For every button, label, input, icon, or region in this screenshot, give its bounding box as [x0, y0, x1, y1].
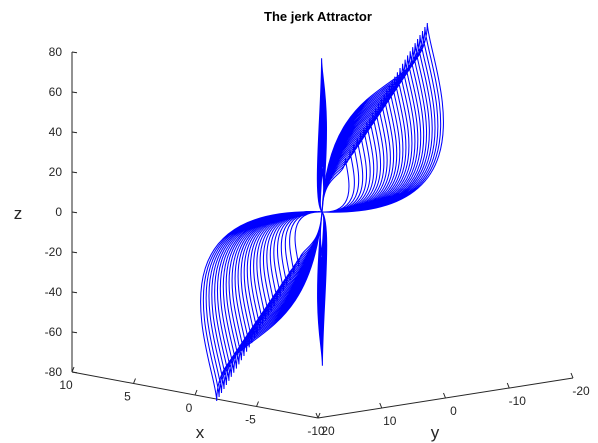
x-tick-mark: [317, 412, 321, 419]
z-ticks: 80 60 40 20 0 -20 -40 -60 -80: [45, 45, 78, 379]
attractor-lobe-lower-right: [317, 211, 328, 366]
y-tick-mark: [506, 382, 510, 389]
chart-title: The jerk Attractor: [264, 9, 372, 24]
z-tick-mark: [71, 371, 78, 374]
z-tick-label: 40: [49, 125, 63, 139]
z-tick-label: 80: [49, 45, 63, 59]
y-tick-label: 10: [383, 414, 397, 428]
z-tick-mark: [71, 131, 78, 134]
x-tick-label: 0: [186, 401, 193, 415]
attractor-lobe-upper-left: [316, 58, 327, 213]
z-tick-mark: [71, 211, 78, 214]
z-tick-label: 0: [55, 205, 62, 219]
z-tick-mark: [71, 331, 78, 334]
z-tick-label: -20: [45, 245, 63, 259]
x-tick-label: 10: [59, 378, 73, 392]
z-tick-mark: [71, 251, 78, 254]
x-tick-label: 5: [124, 390, 131, 404]
attractor-plot: [200, 22, 444, 402]
z-tick-mark: [71, 51, 78, 54]
x-ticks: 10 5 0 -5 -10: [59, 366, 325, 438]
attractor-lobe-lower-left: [200, 211, 323, 402]
x-tick-mark: [256, 401, 259, 407]
y-tick-mark: [443, 392, 446, 399]
x-tick-label: -10: [307, 424, 325, 438]
z-tick-mark: [71, 91, 78, 94]
y-tick-mark: [315, 412, 319, 419]
y-tick-label: -10: [509, 394, 527, 408]
y-ticks: 20 10 0 -10 -20: [315, 372, 590, 438]
z-tick-label: 60: [49, 85, 63, 99]
y-tick-label: 0: [450, 404, 457, 418]
z-tick-label: -60: [45, 325, 63, 339]
x-tick-label: -5: [245, 413, 256, 427]
x-tick-mark: [194, 389, 198, 396]
attractor-lobe-upper-right: [321, 22, 444, 213]
y-axis-label: y: [431, 423, 440, 442]
x-tick-mark: [71, 366, 75, 373]
x-axis-label: x: [196, 423, 205, 442]
z-tick-mark: [71, 171, 78, 174]
y-tick-mark: [570, 372, 574, 379]
z-axis-label: z: [14, 204, 23, 223]
y-tick-label: 20: [321, 424, 335, 438]
z-tick-label: 20: [49, 165, 63, 179]
z-tick-label: -80: [45, 365, 63, 379]
x-tick-mark: [133, 378, 136, 384]
y-tick-label: -20: [572, 384, 590, 398]
z-tick-mark: [71, 291, 78, 294]
z-tick-label: -40: [45, 285, 63, 299]
y-tick-mark: [379, 402, 383, 409]
